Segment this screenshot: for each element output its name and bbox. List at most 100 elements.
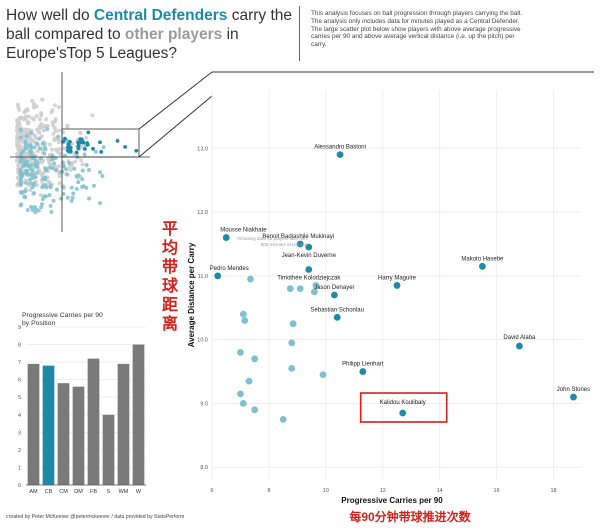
overview-point-cb — [28, 149, 33, 154]
overview-point-cb — [18, 156, 23, 161]
point-label: John Stones — [557, 387, 590, 393]
overview-point-other — [56, 128, 61, 133]
overview-point-cb — [69, 198, 74, 203]
scatter-point-labeled — [393, 282, 401, 289]
overview-point-cb — [72, 166, 77, 171]
overview-point-cb — [18, 181, 23, 186]
overview-point-cb — [51, 198, 56, 203]
overview-point-highlight — [82, 147, 87, 151]
overview-point-other — [65, 124, 70, 129]
overview-point-cb — [82, 152, 87, 157]
overview-point-cb — [60, 160, 65, 165]
overview-point-cb — [48, 165, 53, 170]
overview-point-cb — [35, 141, 40, 146]
overview-point-cb — [100, 174, 105, 179]
overview-point-cb — [31, 183, 36, 188]
overview-point-other — [41, 128, 46, 133]
overview-point-cb — [29, 204, 34, 209]
scatter-point — [289, 320, 297, 328]
overview-point-other — [40, 97, 45, 102]
point-label: Philipp Lienhart — [342, 362, 384, 368]
y-axis-chinese-annotation: 平均带球距离 — [161, 221, 178, 333]
overview-point-other — [52, 138, 57, 143]
y-tick-label: 10.0 — [197, 338, 208, 344]
overview-point-cb — [23, 146, 28, 151]
overview-point-cb — [35, 164, 40, 169]
scatter-point-labeled — [515, 342, 523, 350]
overview-point-cb — [41, 141, 46, 146]
scatter-point — [237, 349, 244, 356]
overview-point-other — [57, 181, 62, 186]
overview-point-highlight — [63, 136, 67, 141]
scatter-point-labeled — [330, 291, 338, 299]
overview-point-cb — [53, 168, 58, 173]
overview-point-cb — [70, 195, 75, 200]
scatter-point — [288, 364, 296, 372]
overview-point-cb — [98, 170, 103, 175]
overview-point-cb — [37, 146, 42, 151]
overview-point-cb — [19, 190, 24, 195]
scatter-point-labeled — [214, 272, 222, 280]
overview-point-cb — [28, 181, 33, 186]
scatter-point — [245, 377, 253, 385]
overview-point-cb — [69, 185, 74, 190]
point-label: David Alaba — [503, 335, 536, 341]
overview-point-cb — [30, 208, 35, 213]
overview-point-other — [50, 108, 55, 113]
overview-point-other — [51, 123, 56, 128]
overview-point-other — [57, 164, 62, 169]
overview-point-highlight — [98, 140, 102, 145]
overview-point-cb — [76, 180, 81, 185]
bar-y-tick-label: 1 — [18, 465, 21, 471]
x-tick-label: 18 — [550, 488, 556, 494]
scatter-point — [239, 400, 247, 407]
overview-point-cb — [45, 127, 50, 132]
overview-point-other — [52, 103, 57, 108]
overview-point-cb — [33, 175, 38, 180]
overview-point-cb — [34, 207, 39, 212]
overview-point-other — [37, 117, 42, 122]
description: This analysis focuses on ball progressio… — [311, 10, 523, 49]
scatter-point — [279, 415, 287, 423]
overview-point-cb — [61, 163, 66, 168]
scatter-point — [288, 339, 296, 347]
overview-point-cb — [28, 143, 33, 148]
overview-point-cb — [59, 196, 64, 201]
overview-zoom-box — [61, 128, 140, 158]
x-tick-label: 6 — [210, 488, 213, 494]
overview-point-other — [51, 131, 56, 136]
overview-point-other — [90, 113, 95, 118]
overview-point-other — [41, 124, 46, 129]
overview-point-cb — [81, 184, 86, 189]
bar-am — [27, 363, 40, 485]
overview-point-cb — [64, 167, 69, 172]
bar-category-label: DM — [74, 489, 83, 495]
scatter-point-labeled — [570, 393, 577, 401]
overview-point-cb — [34, 170, 39, 175]
overview-point-other — [30, 98, 35, 103]
overview-point-cb — [28, 166, 33, 171]
overview-point-other — [37, 126, 42, 131]
overview-point-highlight — [81, 140, 85, 145]
scatter-point — [251, 355, 259, 363]
overview-point-cb — [48, 185, 53, 190]
bar-y-tick-label: 5 — [18, 395, 21, 401]
overview-point-cb — [61, 191, 66, 196]
bar-cm — [57, 383, 70, 485]
bar-dm — [72, 386, 85, 485]
zoom-connector-top — [138, 71, 213, 130]
overview-point-other — [56, 140, 61, 145]
overview-point-highlight — [74, 150, 79, 155]
overview-point-cb — [37, 136, 42, 141]
bar-y-tick-label: 9 — [18, 325, 21, 331]
overview-point-highlight — [76, 146, 81, 151]
bar-wm — [117, 363, 130, 485]
overview-point-other — [16, 142, 21, 147]
bar-category-label: CB — [45, 489, 53, 495]
overview-point-other — [34, 104, 39, 109]
bar-y-tick-label: 2 — [18, 448, 21, 454]
overview-point-cb — [44, 185, 49, 190]
overview-point-cb — [71, 191, 76, 196]
overview-point-other — [68, 167, 73, 172]
